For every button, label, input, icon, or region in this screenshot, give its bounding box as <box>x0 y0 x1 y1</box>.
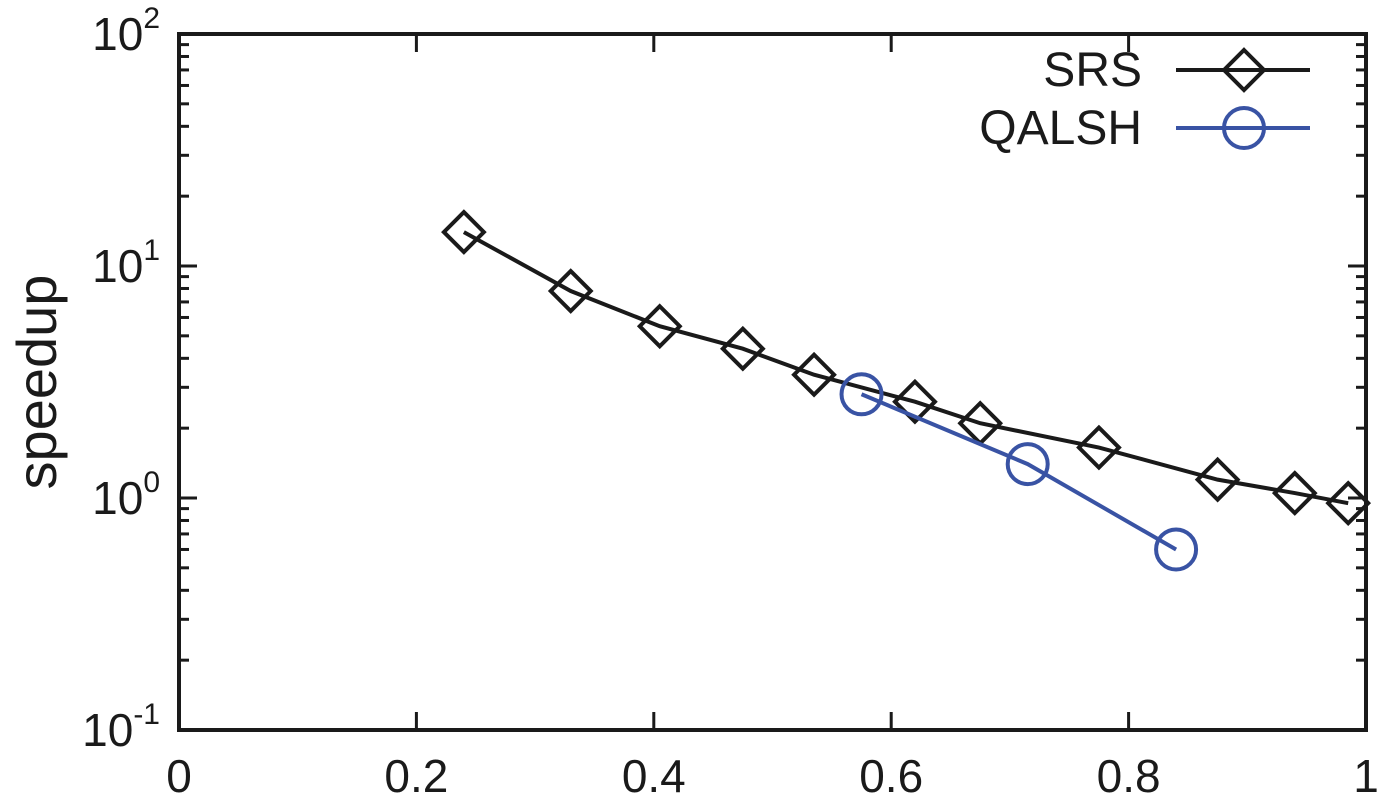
data-point <box>1154 527 1199 572</box>
data-point <box>1325 480 1372 526</box>
data-point <box>791 351 837 398</box>
x-tick-label: 0.8 <box>1097 750 1161 802</box>
data-point <box>839 372 884 417</box>
data-point <box>547 268 594 314</box>
data-point <box>1194 456 1241 503</box>
y-tick-label: 10-1 <box>82 698 160 756</box>
legend-marker <box>1221 47 1267 93</box>
legend-marker <box>1222 106 1266 150</box>
x-tick-label: 0 <box>166 750 192 802</box>
series-layer <box>441 209 1372 572</box>
series-qalsh <box>839 372 1199 572</box>
x-tick-label: 0.6 <box>859 750 923 802</box>
x-tick-labels: 0 0.2 0.4 0.6 0.8 1 <box>166 750 1379 802</box>
data-point <box>719 325 766 372</box>
data-point <box>892 378 938 425</box>
x-tick-label: 1 <box>1353 750 1379 802</box>
data-point <box>1076 424 1122 471</box>
data-point <box>636 303 683 350</box>
series-line <box>860 392 1178 552</box>
y-tick-label: 102 <box>92 2 160 60</box>
x-tick-label: 0.4 <box>622 750 686 802</box>
plot-frame <box>177 32 1368 732</box>
x-tick-label: 0.2 <box>384 750 448 802</box>
series-srs <box>441 209 1372 526</box>
y-tick-label: 100 <box>92 466 160 524</box>
y-axis-label: speedup <box>5 275 68 490</box>
data-point <box>1271 470 1318 516</box>
y-tick-labels: 10-1 100 101 102 <box>82 2 160 756</box>
major-ticks <box>177 32 1368 732</box>
legend-label: SRS <box>1043 44 1142 97</box>
series-line <box>462 230 1349 506</box>
legend-label: QALSH <box>979 102 1142 155</box>
minor-ticks <box>179 43 1366 662</box>
y-tick-label: 101 <box>92 234 160 292</box>
data-point <box>1005 442 1050 487</box>
data-point <box>441 209 487 255</box>
